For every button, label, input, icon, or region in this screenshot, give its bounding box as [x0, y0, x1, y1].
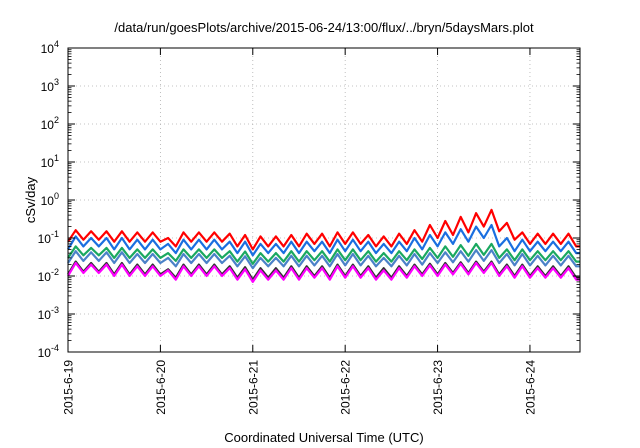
- y-tick-labels: 10-4 10-3 10-2 10-1 100 101 102 103 104: [38, 39, 59, 360]
- x-tick-label: 2015-6-19: [62, 360, 76, 415]
- y-axis-label: cSv/day: [23, 176, 38, 223]
- y-tick-label: 10-3: [38, 305, 59, 322]
- y-tick-label: 10-2: [38, 267, 59, 284]
- y-tick-label: 103: [41, 77, 59, 94]
- series-line-3: [67, 242, 580, 265]
- chart-title: /data/run/goesPlots/archive/2015-06-24/1…: [114, 20, 534, 35]
- y-tick-label: 10-1: [38, 229, 59, 246]
- series-line-6: [67, 261, 580, 283]
- series-line-2: [67, 223, 580, 257]
- series-line-1: [67, 208, 580, 251]
- y-tick-label: 100: [41, 191, 59, 208]
- x-tick-label: 2015-6-20: [154, 360, 168, 415]
- x-tick-label: 2015-6-22: [339, 360, 353, 415]
- y-tick-label: 104: [41, 39, 59, 56]
- series-layer: [67, 208, 580, 283]
- series-line-4: [67, 249, 580, 270]
- y-tick-label: 101: [41, 153, 59, 170]
- grid-lines: [68, 48, 580, 352]
- x-tick-labels: 2015-6-19 2015-6-20 2015-6-21 2015-6-22 2015…: [62, 360, 538, 415]
- y-tick-label: 102: [41, 115, 59, 132]
- y-tick-label: 10-4: [38, 343, 59, 360]
- x-axis-label: Coordinated Universal Time (UTC): [224, 430, 423, 445]
- x-tick-label: 2015-6-21: [246, 360, 260, 415]
- x-tick-label: 2015-6-23: [431, 360, 445, 415]
- axis-ticks: [67, 47, 580, 353]
- x-tick-label: 2015-6-24: [523, 360, 537, 415]
